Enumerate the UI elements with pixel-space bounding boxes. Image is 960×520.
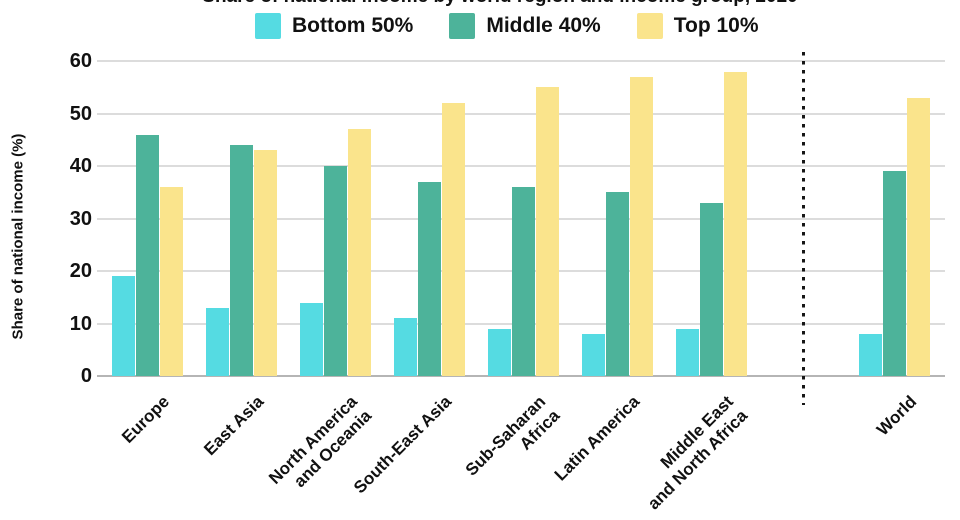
bar-bottom-50 (859, 334, 882, 376)
bar-middle-40 (230, 145, 253, 376)
legend-label-middle-40: Middle 40% (486, 14, 601, 37)
bar-middle-40 (606, 192, 629, 376)
gridline (97, 112, 945, 115)
legend: Bottom 50% Middle 40% Top 10% (255, 13, 759, 39)
x-axis-category-label: Europe (118, 392, 173, 447)
x-axis-baseline (97, 375, 945, 377)
y-axis-tick-label: 10 (69, 312, 92, 335)
bar-bottom-50 (582, 334, 605, 376)
bar-bottom-50 (488, 328, 511, 376)
legend-item-bottom-50: Bottom 50% (255, 13, 413, 39)
bar-middle-40 (700, 202, 723, 376)
gridline (97, 165, 945, 167)
legend-item-top-10: Top 10% (636, 13, 759, 39)
y-axis-tick-label: 40 (69, 155, 92, 177)
bar-top-10 (907, 97, 930, 376)
bar-top-10 (254, 150, 277, 376)
y-axis-tick-label: 50 (69, 102, 92, 125)
legend-label-top-10: Top 10% (673, 14, 759, 37)
bar-top-10 (348, 129, 371, 376)
x-axis-category-label: Sub-Saharan Africa (461, 392, 564, 480)
bar-bottom-50 (112, 276, 135, 376)
bar-middle-40 (324, 166, 347, 376)
x-axis-category-label: World (872, 392, 920, 440)
bar-middle-40 (512, 187, 535, 376)
bar-top-10 (630, 76, 653, 376)
bar-top-10 (724, 71, 747, 376)
legend-item-middle-40: Middle 40% (449, 13, 601, 39)
bar-bottom-50 (206, 307, 229, 376)
y-axis-title: Share of national income (%) (9, 133, 27, 340)
bar-bottom-50 (300, 302, 323, 376)
bar-middle-40 (418, 181, 441, 376)
bar-top-10 (442, 103, 465, 376)
legend-swatch-bottom-50 (255, 13, 281, 39)
chart-title: Share of national income by world region… (40, 0, 960, 8)
y-axis-tick-label: 30 (69, 207, 92, 230)
x-axis-category-label: South-East Asia (349, 392, 455, 498)
x-axis-category-label: East Asia (199, 392, 267, 460)
world-separator-dotted-line (802, 52, 805, 405)
bar-top-10 (536, 87, 559, 376)
legend-swatch-middle-40 (449, 13, 476, 39)
x-axis-category-label: Latin America (550, 392, 643, 485)
bar-middle-40 (883, 171, 906, 376)
bar-middle-40 (136, 134, 159, 376)
bar-top-10 (160, 187, 183, 376)
legend-swatch-top-10 (636, 13, 663, 39)
y-axis-tick-label: 20 (69, 260, 92, 282)
legend-label-bottom-50: Bottom 50% (292, 14, 414, 37)
x-axis-category-label: Middle East and North Africa (643, 392, 752, 514)
y-axis-tick-label: 60 (69, 50, 92, 72)
bar-bottom-50 (394, 318, 417, 376)
y-axis-tick-label: 0 (80, 365, 92, 387)
bar-bottom-50 (676, 328, 699, 376)
gridline (97, 60, 945, 62)
